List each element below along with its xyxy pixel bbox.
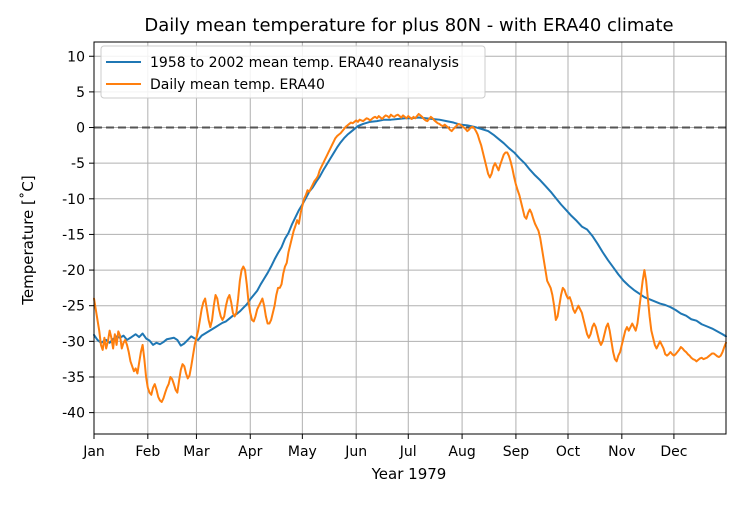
x-tick-label: Jun xyxy=(344,444,367,460)
x-tick-label: Feb xyxy=(135,444,160,460)
y-tick-label: 5 xyxy=(76,85,85,101)
y-tick-label: -25 xyxy=(62,299,85,315)
series-line-daily xyxy=(93,112,727,403)
x-tick-label: Mar xyxy=(183,444,210,460)
x-tick-label: Jul xyxy=(399,444,417,460)
x-tick-label: Sep xyxy=(503,444,530,460)
y-tick-label: -40 xyxy=(62,406,85,422)
y-tick-label: -35 xyxy=(62,370,85,386)
x-tick-label: Dec xyxy=(660,444,687,460)
y-tick-label: -10 xyxy=(62,192,85,208)
legend-label-daily: Daily mean temp. ERA40 xyxy=(150,77,325,93)
legend-label-reanalysis: 1958 to 2002 mean temp. ERA40 reanalysis xyxy=(150,55,459,71)
x-tick-label: Oct xyxy=(556,444,581,460)
x-tick-label: Nov xyxy=(608,444,635,460)
x-tick-label: May xyxy=(288,444,317,460)
ticks-layer: Jan Feb Mar Apr May Jun Jul Aug Sep Oct Nov Dec 10 5 0… xyxy=(62,49,687,460)
y-tick-label: 10 xyxy=(67,49,85,65)
y-tick-label: 0 xyxy=(76,121,85,137)
series-layer xyxy=(93,112,727,403)
x-tick-label: Apr xyxy=(238,444,262,460)
x-axis-label: Year 1979 xyxy=(371,465,447,483)
chart-title: Daily mean temperature for plus 80N - wi… xyxy=(144,15,673,36)
x-tick-label: Jan xyxy=(82,444,105,460)
y-tick-label: -30 xyxy=(62,334,85,350)
y-tick-label: -20 xyxy=(62,263,85,279)
x-tick-label: Aug xyxy=(448,444,475,460)
y-tick-label: -5 xyxy=(71,156,85,172)
y-axis-label: Temperature [˚C] xyxy=(19,175,37,305)
y-tick-label: -15 xyxy=(62,227,85,243)
series-line-reanalysis xyxy=(93,116,727,347)
plot-frame xyxy=(93,41,727,435)
legend-box xyxy=(100,45,486,99)
legend: 1958 to 2002 mean temp. ERA40 reanalysis… xyxy=(100,45,486,99)
